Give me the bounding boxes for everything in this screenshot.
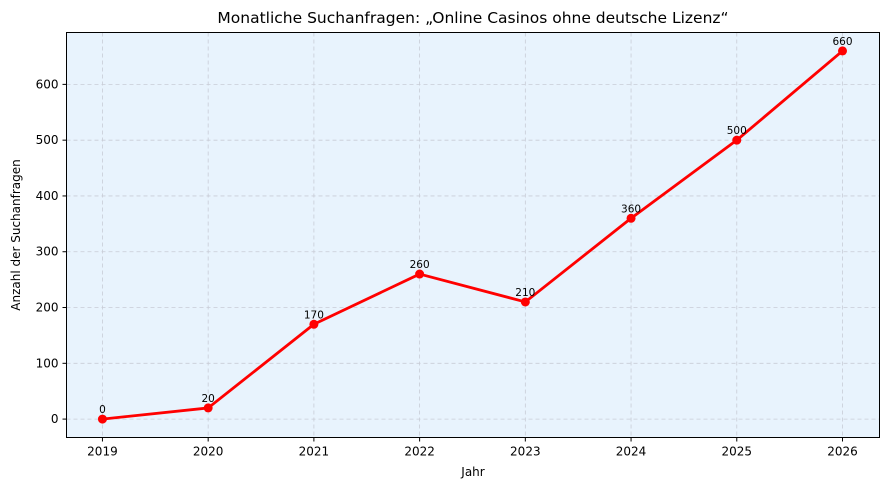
x-axis-label: Jahr bbox=[460, 465, 484, 479]
x-tick-label: 2025 bbox=[722, 445, 753, 459]
data-point bbox=[415, 269, 425, 279]
x-axis: 2019 2020 2021 2022 2023 2024 2025 2026 bbox=[87, 437, 858, 459]
data-point bbox=[203, 403, 213, 413]
y-tick-label: 100 bbox=[36, 356, 59, 370]
series-line bbox=[102, 49, 844, 421]
data-label: 500 bbox=[727, 125, 747, 137]
y-axis-label: Anzahl der Suchanfragen bbox=[9, 159, 23, 310]
chart-title: Monatliche Suchanfragen: „Online Casinos… bbox=[217, 9, 728, 27]
plot-area bbox=[66, 32, 880, 438]
grid bbox=[66, 32, 880, 438]
plot-frame bbox=[66, 32, 880, 438]
data-point bbox=[309, 319, 319, 329]
y-tick-label: 200 bbox=[36, 301, 59, 315]
y-tick-label: 400 bbox=[36, 189, 59, 203]
data-label: 260 bbox=[410, 259, 430, 271]
x-tick-label: 2019 bbox=[87, 445, 118, 459]
x-tick-label: 2024 bbox=[616, 445, 647, 459]
data-label: 20 bbox=[201, 393, 214, 405]
data-point bbox=[97, 414, 107, 424]
data-label: 660 bbox=[832, 36, 852, 48]
series-layer: 0 20 170 260 210 360 500 660 bbox=[97, 36, 853, 424]
data-label: 360 bbox=[621, 203, 641, 215]
data-point bbox=[520, 297, 530, 307]
x-tick-label: 2020 bbox=[193, 445, 224, 459]
data-point bbox=[837, 46, 847, 56]
x-tick-label: 2023 bbox=[510, 445, 541, 459]
y-axis: 0 100 200 300 400 500 600 bbox=[36, 77, 67, 426]
x-tick-label: 2021 bbox=[299, 445, 330, 459]
y-tick-label: 500 bbox=[36, 133, 59, 147]
data-point bbox=[732, 135, 742, 145]
y-tick-label: 600 bbox=[36, 77, 59, 91]
y-tick-label: 300 bbox=[36, 245, 59, 259]
data-label: 170 bbox=[304, 309, 324, 321]
data-point bbox=[626, 213, 636, 223]
x-tick-label: 2022 bbox=[404, 445, 435, 459]
data-label: 0 bbox=[99, 404, 106, 416]
data-label: 210 bbox=[515, 287, 535, 299]
x-tick-label: 2026 bbox=[827, 445, 858, 459]
y-tick-label: 0 bbox=[51, 412, 59, 426]
